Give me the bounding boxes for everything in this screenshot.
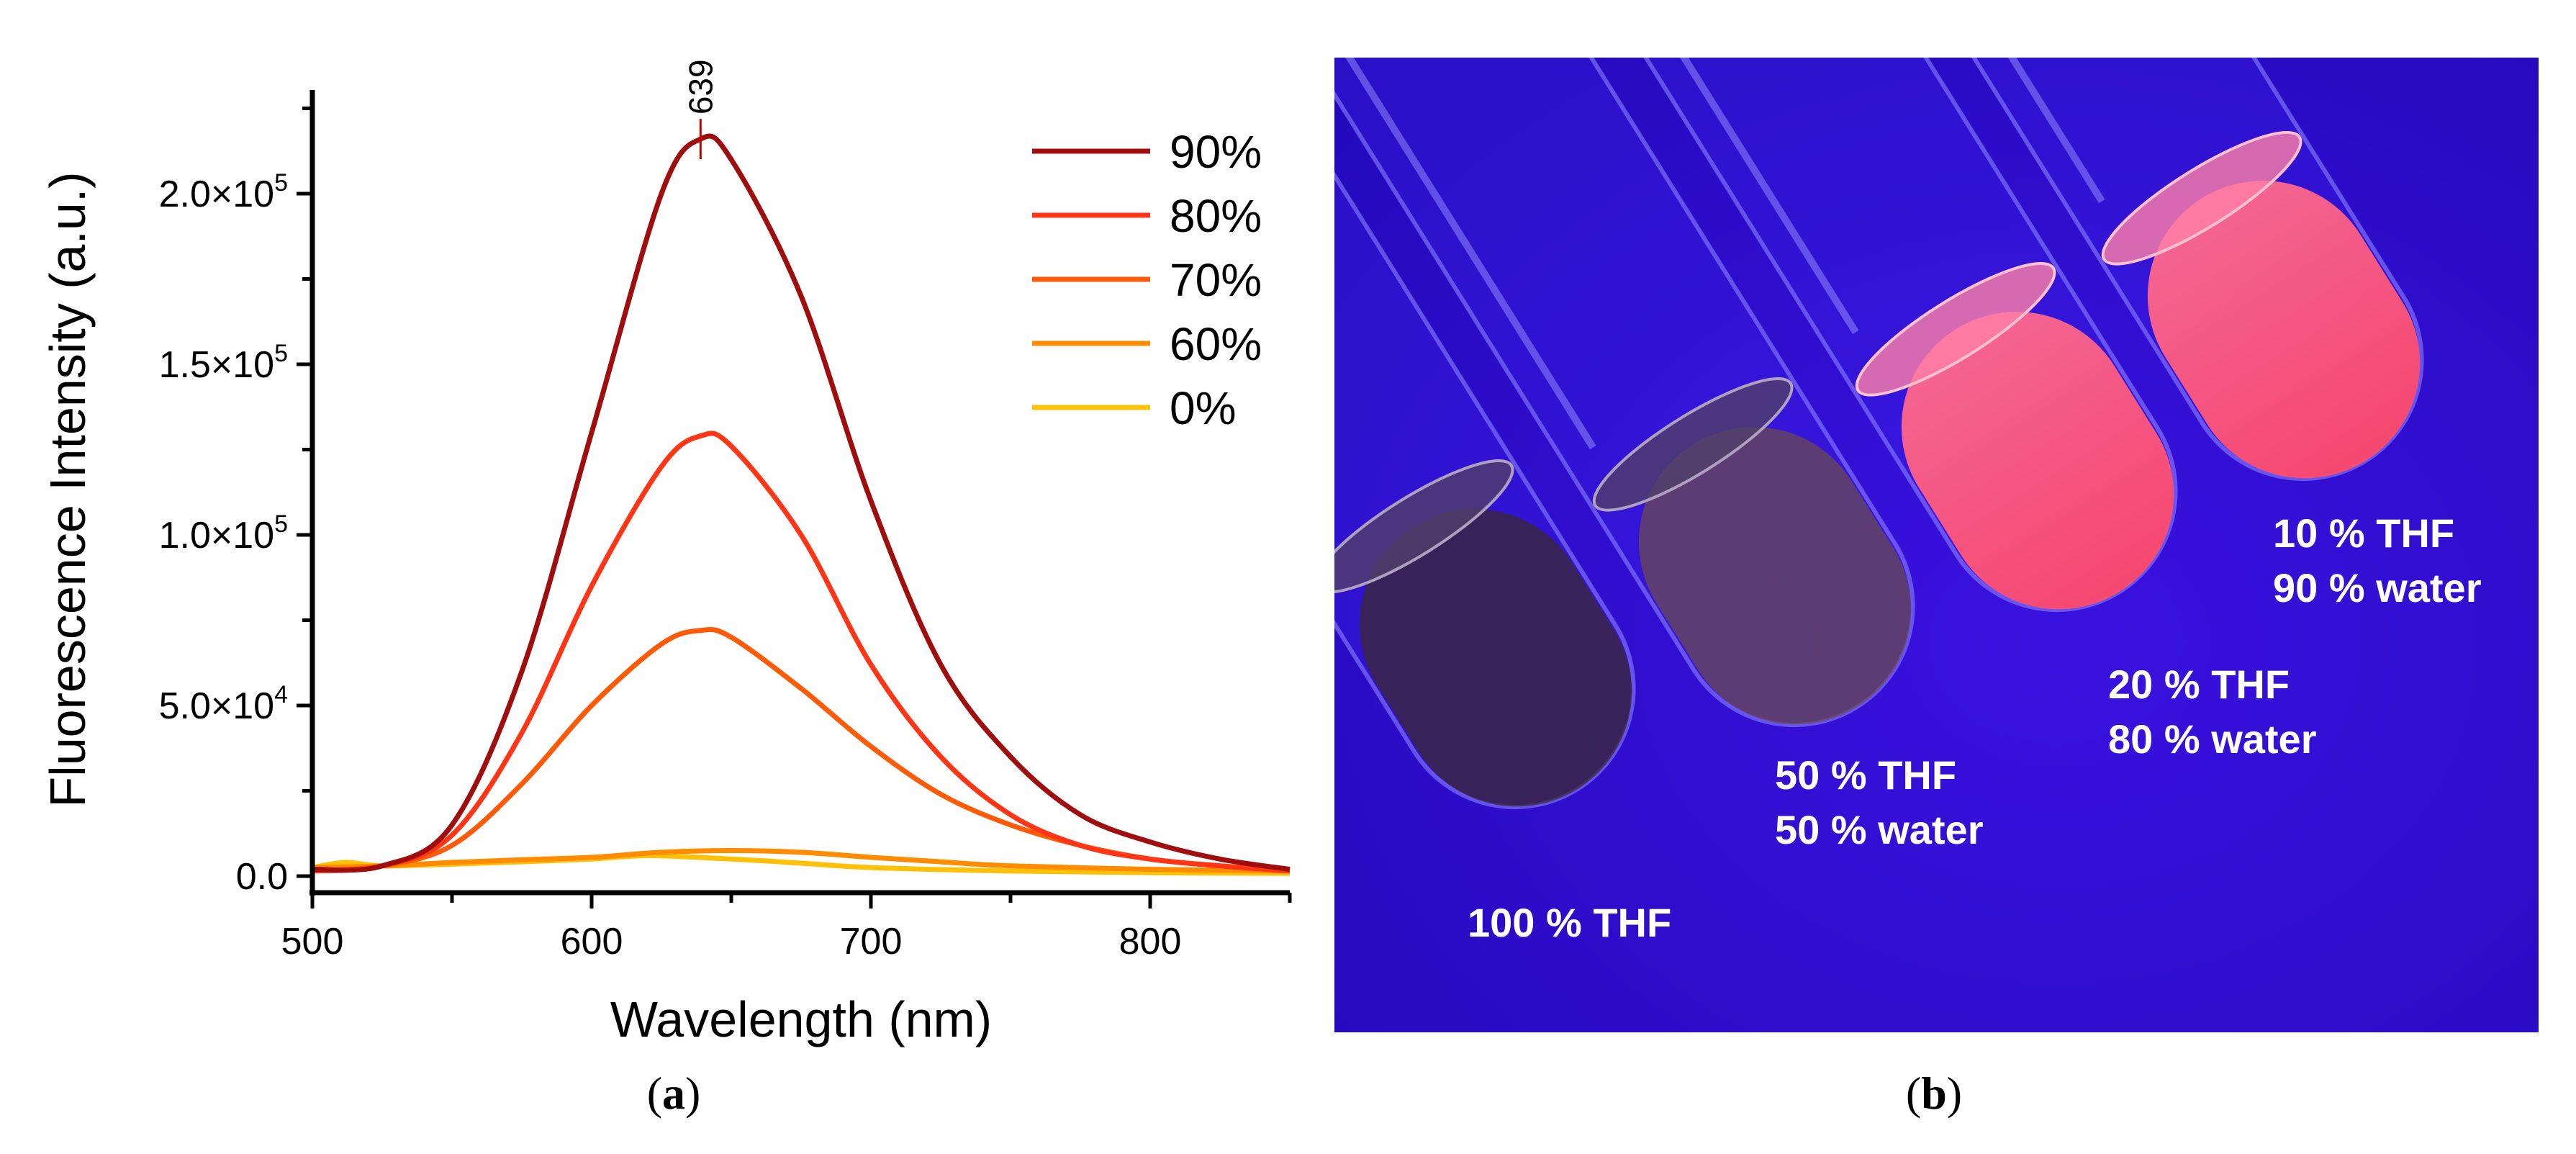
series-line-70pct xyxy=(312,626,1291,874)
y-tick-label: 1.0×105 xyxy=(159,510,288,556)
legend-label: 80% xyxy=(1170,190,1262,242)
series-line-60pct xyxy=(312,847,1291,874)
test-tube xyxy=(1334,58,1915,728)
x-tick-label: 600 xyxy=(561,921,623,963)
caption-a-letter: a xyxy=(662,1068,685,1119)
sample-label: 50 % water xyxy=(1775,807,1984,852)
legend-label: 70% xyxy=(1170,254,1262,306)
glass-reflection xyxy=(1471,58,1859,335)
legend-label: 60% xyxy=(1170,318,1262,370)
x-axis-label: Wavelength (nm) xyxy=(610,991,992,1047)
legend: 90% 80% 70% 60% 0% xyxy=(1032,126,1262,434)
sample-label: 10 % THF xyxy=(2273,510,2454,556)
legend-label: 90% xyxy=(1170,126,1262,178)
legend-label: 0% xyxy=(1170,382,1237,434)
tube-liquid xyxy=(1901,312,2174,610)
liquid-meniscus xyxy=(1592,377,1794,512)
liquid-meniscus xyxy=(2101,131,2302,266)
sample-label: 100 % THF xyxy=(1468,900,1671,945)
y-axis-label: Fluorescence Intensity (a.u.) xyxy=(40,171,96,807)
glass-reflection xyxy=(1334,58,1596,450)
x-tick-label: 700 xyxy=(840,921,903,963)
test-tube xyxy=(1334,58,1636,810)
y-tick-label: 2.0×105 xyxy=(159,169,288,215)
tube-liquid xyxy=(1359,509,1632,807)
peak-annotation: 639 xyxy=(682,59,719,160)
y-tick-labels: 0.0 5.0×104 1.0×105 1.5×105 2.0×105 xyxy=(159,169,288,898)
test-tube xyxy=(1451,58,2178,613)
glass-reflection xyxy=(1717,58,2105,204)
y-tick-label: 5.0×104 xyxy=(159,681,288,727)
y-tick-label: 0.0 xyxy=(236,856,288,898)
test-tube xyxy=(1697,58,2424,482)
liquid-meniscus xyxy=(1855,262,2056,397)
axes xyxy=(297,90,1292,909)
caption-b: (b) xyxy=(1906,1068,1962,1119)
x-tick-labels: 500 600 700 800 xyxy=(281,921,1182,963)
y-tick-label: 1.5×105 xyxy=(159,340,288,386)
caption-a: (a) xyxy=(647,1068,701,1119)
caption-b-letter: b xyxy=(1921,1068,1947,1119)
series-lines xyxy=(312,133,1291,876)
fluorescence-chart: 500 600 700 800 0.0 5.0×104 1.0×105 1.5×105 2.0… xyxy=(40,59,1292,1047)
x-tick-label: 800 xyxy=(1119,921,1182,963)
sample-label: 50 % THF xyxy=(1775,752,1956,798)
series-line-90pct xyxy=(312,133,1291,873)
peak-label: 639 xyxy=(682,59,719,114)
series-line-80pct xyxy=(312,431,1291,874)
sample-label: 20 % THF xyxy=(2108,662,2290,707)
liquid-meniscus xyxy=(1334,459,1514,594)
sample-label: 90 % water xyxy=(2273,565,2482,610)
tube-liquid xyxy=(1638,427,1912,725)
sample-label: 80 % water xyxy=(2108,716,2317,762)
x-tick-label: 500 xyxy=(281,921,344,963)
photo-tubes: 100 % THF 50 % THF 50 % water 20 % THF 80 % … xyxy=(1334,58,2539,1032)
tube-liquid xyxy=(2147,181,2421,479)
